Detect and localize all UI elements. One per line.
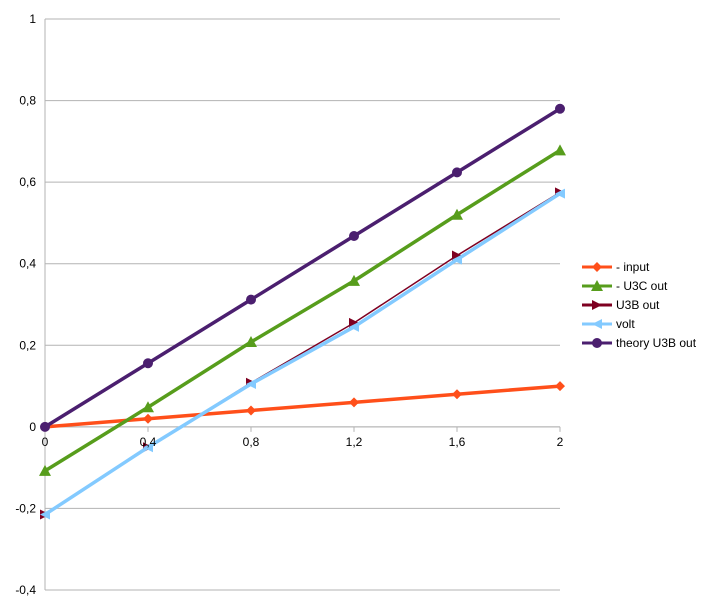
y-tick-label: -0,4: [15, 583, 36, 597]
legend-label: - U3C out: [616, 279, 668, 293]
data-point: [245, 336, 257, 348]
data-point: [348, 274, 360, 286]
series-volt: [40, 188, 565, 520]
data-point: [143, 413, 153, 424]
legend-swatch-marker: [592, 319, 602, 329]
data-point: [40, 421, 50, 432]
legend: - input - U3C out U3B out volt theory U3B ou…: [582, 260, 697, 350]
data-point: [39, 464, 51, 476]
legend-swatch-marker: [592, 338, 602, 348]
data-point: [554, 144, 566, 156]
data-point: [452, 167, 462, 178]
data-point: [349, 321, 359, 332]
series-line: [44, 148, 561, 473]
x-tick-label: 1,6: [449, 435, 466, 449]
data-point: [452, 254, 462, 265]
x-tick-label: 0,8: [243, 435, 260, 449]
data-point: [143, 442, 153, 453]
data-point: [246, 405, 256, 416]
data-point: [142, 401, 154, 413]
y-tick-label: 0,8: [19, 94, 36, 108]
data-point: [555, 381, 565, 392]
y-tick-label: -0,2: [15, 501, 36, 515]
series-u3b-out: [40, 187, 565, 520]
data-point: [246, 379, 256, 390]
legend-swatch-marker: [592, 262, 602, 272]
data-point: [452, 250, 462, 261]
data-point: [451, 208, 463, 220]
legend-swatch-marker: [591, 280, 603, 291]
y-tick-label: 0: [29, 420, 36, 434]
series-theory-u3b-out: [40, 103, 565, 432]
data-point: [246, 294, 256, 305]
y-tick-label: 0,4: [19, 257, 36, 271]
x-tick-label: 0,4: [140, 435, 157, 449]
series-u3c-out: [39, 144, 566, 476]
y-tick-label: 0,6: [19, 175, 36, 189]
series-line: [44, 384, 561, 429]
legend-label: - input: [616, 260, 650, 274]
series-line: [44, 107, 561, 429]
legend-entry: U3B out: [582, 298, 660, 312]
legend-entry: - U3C out: [582, 279, 668, 293]
legend-entry: volt: [582, 317, 635, 331]
data-point: [555, 188, 565, 199]
data-point: [349, 317, 359, 328]
data-point: [349, 397, 359, 408]
legend-label: volt: [616, 317, 635, 331]
series-line: [44, 192, 561, 517]
x-tick-label: 1,2: [346, 435, 363, 449]
legend-label: U3B out: [616, 298, 660, 312]
data-point: [40, 509, 50, 520]
y-tick-label: 0,2: [19, 338, 36, 352]
tick-labels: 1 0,8 0,6 0,4 0,2 0 -0,2 -0,4 0 0,4 0,8 1,2 1,6 2: [15, 12, 563, 597]
data-point: [555, 103, 565, 114]
x-tick-label: 2: [557, 435, 564, 449]
legend-swatch-marker: [592, 300, 602, 310]
series-layer: [39, 103, 566, 520]
data-point: [452, 389, 462, 400]
legend-label: theory U3B out: [616, 336, 697, 350]
axes: [44, 19, 561, 590]
grid: [45, 18, 560, 591]
legend-entry: theory U3B out: [582, 336, 697, 350]
data-point: [349, 230, 359, 241]
data-point: [143, 358, 153, 369]
series-line: [44, 191, 561, 516]
legend-entry: - input: [582, 260, 650, 274]
y-tick-label: 1: [29, 12, 36, 26]
x-tick-label: 0: [42, 435, 49, 449]
